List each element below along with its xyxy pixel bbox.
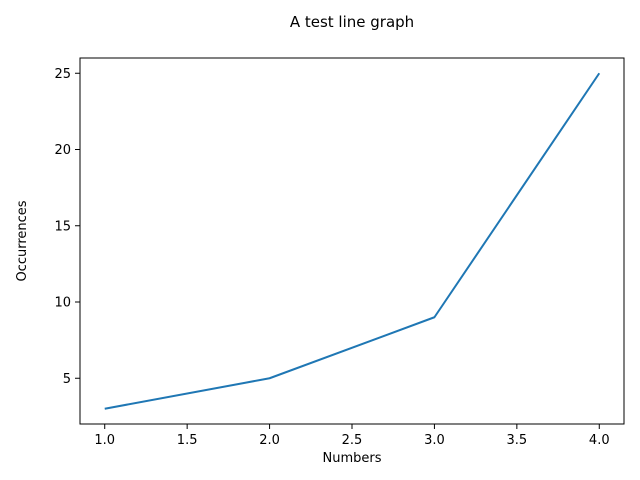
x-tick-label: 2.5 bbox=[342, 433, 363, 448]
y-tick-label: 10 bbox=[54, 296, 71, 311]
y-tick-label: 15 bbox=[54, 219, 71, 234]
chart-title: A test line graph bbox=[290, 13, 414, 31]
y-tick-label: 25 bbox=[54, 67, 71, 82]
x-tick-label: 2.0 bbox=[259, 433, 280, 448]
plot-area bbox=[79, 57, 625, 425]
y-tick-label: 20 bbox=[54, 143, 71, 158]
x-tick-label: 1.0 bbox=[94, 433, 115, 448]
x-tick-label: 1.5 bbox=[177, 433, 198, 448]
x-tick-label: 3.0 bbox=[424, 433, 445, 448]
y-tick-label: 5 bbox=[63, 372, 71, 387]
y-axis-ticks: 5 10 15 20 25 bbox=[54, 67, 80, 387]
y-axis-label: Occurrences bbox=[15, 200, 30, 281]
x-axis-label: Numbers bbox=[323, 451, 382, 466]
plot-frame bbox=[79, 57, 625, 425]
x-tick-label: 3.5 bbox=[507, 433, 528, 448]
series-line-0 bbox=[104, 72, 601, 410]
x-tick-label: 4.0 bbox=[589, 433, 610, 448]
x-axis-ticks: 1.0 1.5 2.0 2.5 3.0 3.5 4.0 bbox=[94, 424, 610, 448]
